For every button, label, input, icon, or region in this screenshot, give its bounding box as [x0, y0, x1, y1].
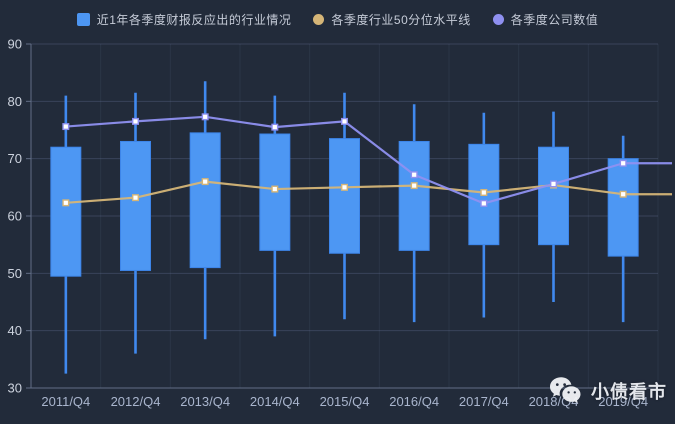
median-percentile-line-marker-2019/Q4[interactable]	[619, 190, 627, 198]
legend-item-2[interactable]: 各季度公司数值	[492, 11, 599, 28]
legend-marker-circle-icon	[313, 13, 325, 25]
x-axis-label-2011/Q4: 2011/Q4	[41, 394, 90, 409]
y-axis-label-70: 70	[8, 151, 22, 166]
box-2015/Q4[interactable]	[329, 138, 360, 254]
median-percentile-line-marker-2016/Q4[interactable]	[410, 182, 418, 190]
legend-label: 各季度行业50分位水平线	[331, 12, 471, 27]
box-2019/Q4[interactable]	[607, 158, 639, 257]
x-axis-label-2013/Q4: 2013/Q4	[180, 394, 230, 409]
y-axis-label-90: 90	[8, 37, 22, 52]
wechat-icon	[549, 376, 583, 406]
y-axis-label-60: 60	[8, 209, 22, 224]
box-2011/Q4[interactable]	[50, 146, 82, 277]
y-axis-label-50: 50	[8, 266, 22, 281]
median-percentile-line	[65, 180, 672, 204]
legend-label: 近1年各季度财报反应出的行业情况	[96, 12, 292, 27]
legend-item-0[interactable]: 近1年各季度财报反应出的行业情况	[76, 11, 292, 28]
box-2016/Q4[interactable]	[398, 140, 430, 251]
company-value-line-marker-2011/Q4[interactable]	[62, 123, 70, 131]
chart-legend: 近1年各季度财报反应出的行业情况 各季度行业50分位水平线 各季度公司数值	[0, 8, 675, 30]
watermark: 小债看市	[549, 376, 667, 406]
legend-marker-square-icon	[76, 12, 90, 26]
company-value-line-marker-2016/Q4[interactable]	[410, 171, 418, 179]
median-percentile-line-marker-2015/Q4[interactable]	[341, 183, 349, 191]
company-value-line-marker-2013/Q4[interactable]	[201, 113, 209, 121]
median-percentile-line-marker-2012/Q4[interactable]	[131, 194, 139, 202]
x-axis-label-2015/Q4: 2015/Q4	[320, 394, 370, 409]
x-axis-label-2017/Q4: 2017/Q4	[459, 394, 509, 409]
company-value-line-marker-2019/Q4[interactable]	[619, 159, 627, 167]
median-percentile-line-marker-2013/Q4[interactable]	[201, 178, 209, 186]
company-value-line	[65, 115, 672, 205]
company-value-line-marker-2015/Q4[interactable]	[341, 117, 349, 125]
median-percentile-line-marker-2011/Q4[interactable]	[62, 199, 70, 207]
y-axis-label-30: 30	[8, 381, 22, 396]
legend-label: 各季度公司数值	[510, 12, 599, 27]
x-axis-label-2019/Q4: 2019/Q4	[598, 394, 648, 409]
box-2013/Q4[interactable]	[189, 132, 221, 269]
box-2012/Q4[interactable]	[120, 140, 151, 271]
company-value-line-marker-2012/Q4[interactable]	[131, 117, 139, 125]
y-axis-label-40: 40	[8, 323, 22, 338]
x-axis-label-2016/Q4: 2016/Q4	[389, 394, 439, 409]
legend-item-1[interactable]: 各季度行业50分位水平线	[313, 11, 470, 28]
company-value-line-marker-2018/Q4[interactable]	[550, 180, 558, 188]
watermark-text: 小债看市	[591, 382, 667, 402]
x-axis-label-2014/Q4: 2014/Q4	[250, 394, 300, 409]
box-2018/Q4[interactable]	[538, 146, 569, 246]
x-axis-label-2012/Q4: 2012/Q4	[111, 394, 161, 409]
median-percentile-line-marker-2014/Q4[interactable]	[271, 185, 279, 193]
company-value-line-marker-2017/Q4[interactable]	[480, 199, 488, 207]
median-percentile-line-marker-2017/Q4[interactable]	[480, 188, 488, 196]
y-axis-label-80: 80	[8, 94, 22, 109]
company-value-line-marker-2014/Q4[interactable]	[271, 123, 279, 131]
legend-marker-circle-icon	[492, 13, 504, 25]
